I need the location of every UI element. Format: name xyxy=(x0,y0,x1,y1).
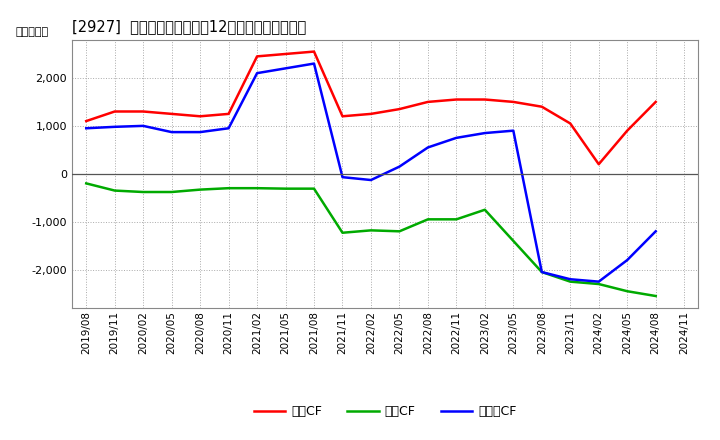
投資CF xyxy=(82,181,91,186)
フリーCF xyxy=(623,257,631,263)
営業CF xyxy=(537,104,546,109)
投資CF xyxy=(395,229,404,234)
フリーCF xyxy=(338,175,347,180)
営業CF xyxy=(139,109,148,114)
営業CF xyxy=(566,121,575,126)
営業CF xyxy=(595,161,603,167)
フリーCF xyxy=(595,279,603,284)
フリーCF xyxy=(509,128,518,133)
フリーCF xyxy=(139,123,148,128)
フリーCF xyxy=(423,145,432,150)
フリーCF xyxy=(366,177,375,183)
投資CF xyxy=(196,187,204,192)
投資CF xyxy=(282,186,290,191)
投資CF xyxy=(253,186,261,191)
営業CF xyxy=(338,114,347,119)
フリーCF xyxy=(566,277,575,282)
フリーCF xyxy=(196,129,204,135)
営業CF xyxy=(623,128,631,133)
フリーCF xyxy=(452,135,461,140)
営業CF xyxy=(110,109,119,114)
営業CF xyxy=(480,97,489,102)
フリーCF xyxy=(253,70,261,76)
フリーCF xyxy=(395,164,404,169)
営業CF xyxy=(253,54,261,59)
投資CF xyxy=(652,293,660,299)
Line: フリーCF: フリーCF xyxy=(86,63,656,282)
フリーCF xyxy=(310,61,318,66)
投資CF xyxy=(595,282,603,287)
Line: 営業CF: 営業CF xyxy=(86,51,656,164)
投資CF xyxy=(452,216,461,222)
営業CF xyxy=(366,111,375,117)
営業CF xyxy=(167,111,176,117)
フリーCF xyxy=(652,229,660,234)
フリーCF xyxy=(225,126,233,131)
Text: [2927]  キャッシュフローの12か月移動合計の推移: [2927] キャッシュフローの12か月移動合計の推移 xyxy=(72,19,306,34)
投資CF xyxy=(310,186,318,191)
投資CF xyxy=(566,279,575,284)
投資CF xyxy=(423,216,432,222)
フリーCF xyxy=(282,66,290,71)
フリーCF xyxy=(167,129,176,135)
営業CF xyxy=(282,51,290,57)
Text: （百万円）: （百万円） xyxy=(16,27,49,37)
フリーCF xyxy=(480,130,489,136)
投資CF xyxy=(225,186,233,191)
営業CF xyxy=(652,99,660,105)
営業CF xyxy=(310,49,318,54)
フリーCF xyxy=(110,124,119,129)
営業CF xyxy=(395,106,404,112)
Line: 投資CF: 投資CF xyxy=(86,183,656,296)
投資CF xyxy=(110,188,119,193)
投資CF xyxy=(623,289,631,294)
営業CF xyxy=(423,99,432,105)
営業CF xyxy=(452,97,461,102)
投資CF xyxy=(509,238,518,244)
投資CF xyxy=(480,207,489,213)
営業CF xyxy=(225,111,233,117)
営業CF xyxy=(82,118,91,124)
営業CF xyxy=(196,114,204,119)
Legend: 営業CF, 投資CF, フリーCF: 営業CF, 投資CF, フリーCF xyxy=(249,400,521,423)
投資CF xyxy=(366,228,375,233)
フリーCF xyxy=(537,269,546,275)
投資CF xyxy=(537,269,546,275)
フリーCF xyxy=(82,126,91,131)
営業CF xyxy=(509,99,518,105)
投資CF xyxy=(139,189,148,194)
投資CF xyxy=(167,189,176,194)
投資CF xyxy=(338,230,347,235)
